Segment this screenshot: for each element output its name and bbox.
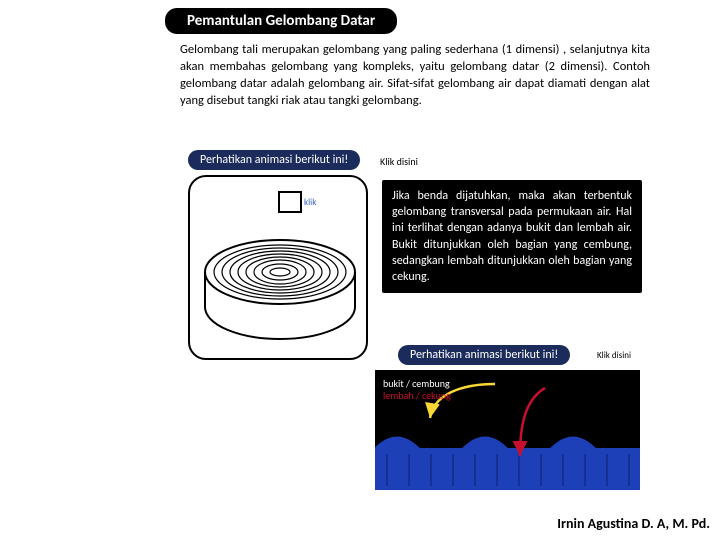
wave-legend: bukit / cembung lembah / cekung xyxy=(383,378,451,402)
drop-object-button[interactable] xyxy=(278,191,302,213)
description-box: Jika benda dijatuhkan, maka akan terbent… xyxy=(382,180,642,293)
callout-animation-2: Perhatikan animasi berikut ini! xyxy=(398,345,570,365)
ripple-dish-svg xyxy=(200,192,360,352)
ripple-dish-panel: klik xyxy=(188,175,368,360)
page-title: Pemantulan Gelombang Datar xyxy=(165,8,397,34)
click-here-link-1[interactable]: Klik disini xyxy=(380,155,418,168)
intro-text: Gelombang tali merupakan gelombang yang … xyxy=(180,42,650,110)
callout-animation-1: Perhatikan animasi berikut ini! xyxy=(188,150,360,170)
wave-cross-section-panel: bukit / cembung lembah / cekung xyxy=(375,370,640,490)
legend-trough: lembah / cekung xyxy=(383,390,451,402)
click-here-link-2[interactable]: Klik disini xyxy=(597,350,631,361)
author-footer: Irnin Agustina D. A, M. Pd. xyxy=(557,515,710,532)
